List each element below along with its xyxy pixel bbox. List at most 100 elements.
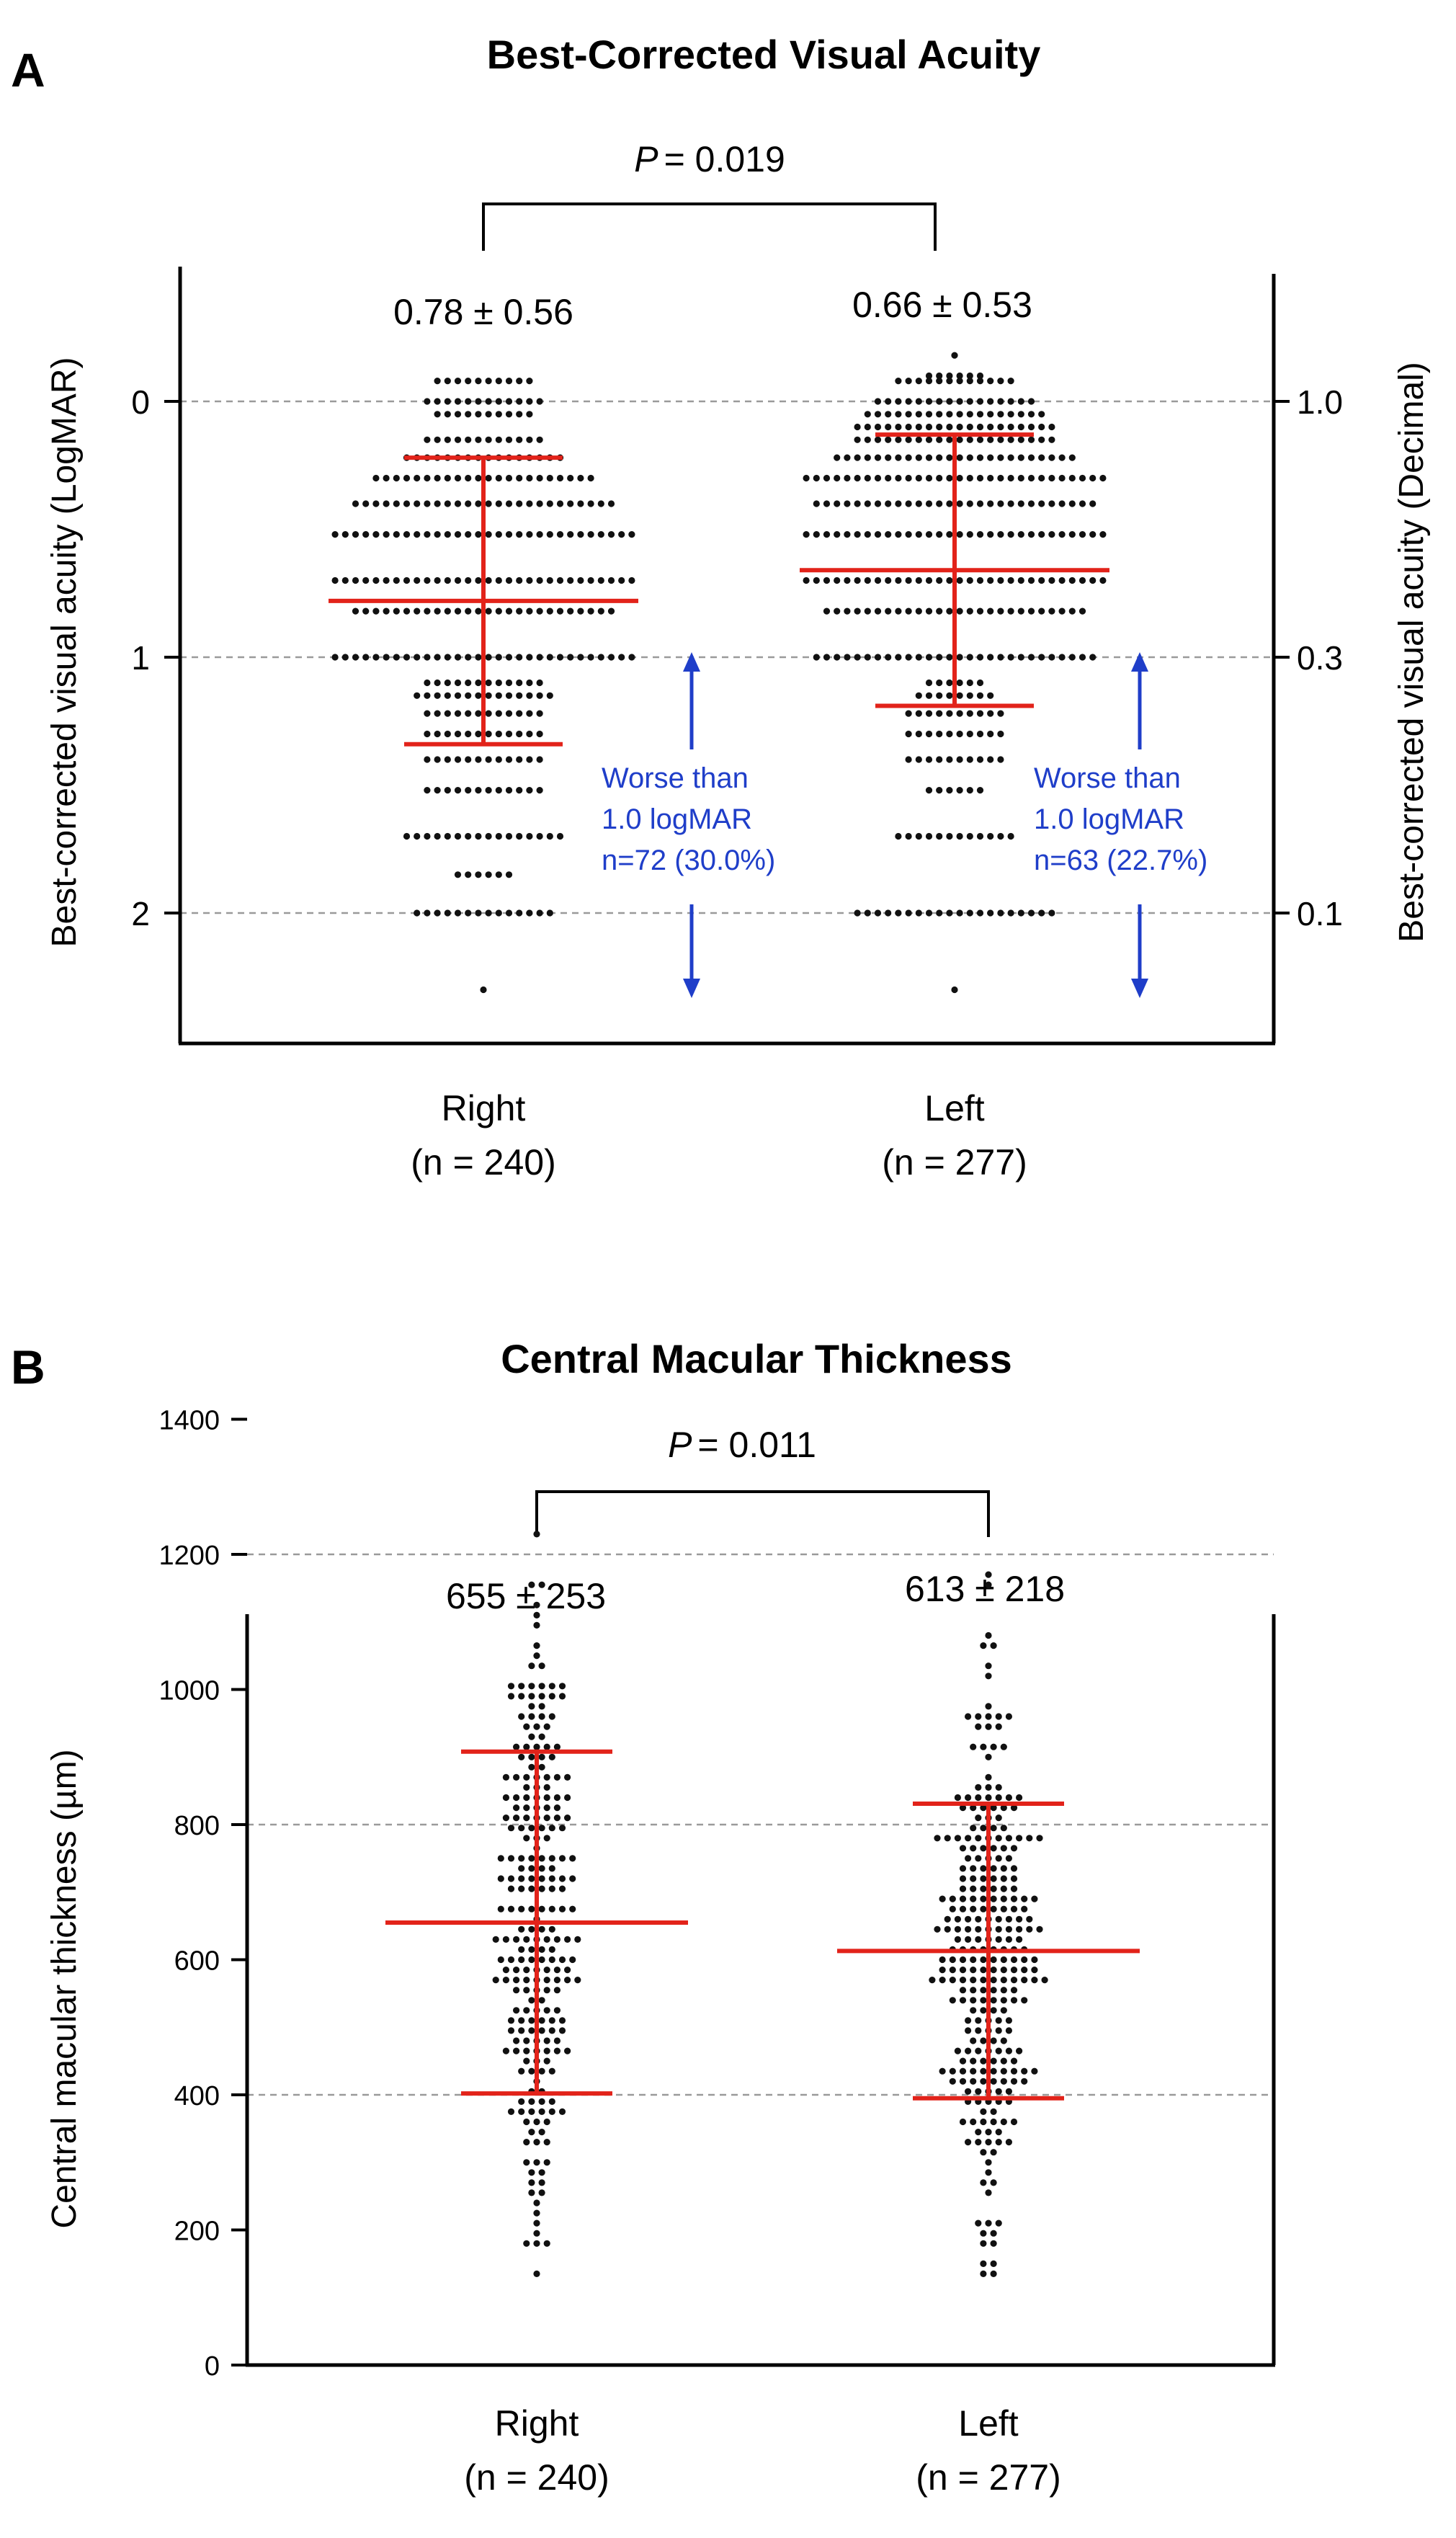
data-point: [965, 1835, 972, 1842]
panel-a-error-bars: [329, 432, 1109, 747]
data-point: [507, 1956, 515, 1964]
data-point: [1005, 1713, 1012, 1720]
data-point: [1021, 1997, 1028, 2004]
panel-b-y-label: Central macular thickness (µm): [45, 1749, 84, 2228]
data-point: [543, 2037, 550, 2044]
data-point: [516, 436, 523, 443]
data-point: [970, 1956, 977, 1964]
data-point: [995, 1925, 1002, 1933]
data-point: [548, 1825, 555, 1832]
data-point: [925, 576, 933, 584]
data-point: [976, 411, 984, 418]
data-point: [966, 607, 973, 615]
data-point: [854, 531, 861, 538]
data-point: [538, 2108, 545, 2115]
data-point: [936, 500, 943, 507]
data-point: [556, 576, 564, 584]
data-point: [587, 500, 594, 507]
data-point: [980, 2007, 987, 2014]
data-point: [985, 1673, 992, 1680]
data-point: [976, 436, 984, 443]
y-tick-label: 0: [205, 2351, 220, 2382]
data-point: [946, 372, 953, 380]
data-point: [414, 474, 421, 482]
data-point: [528, 2017, 535, 2024]
data-point: [975, 2017, 982, 2024]
data-point: [465, 710, 472, 717]
panel-b-x-n-right: (n = 240): [464, 2457, 609, 2498]
data-point: [480, 986, 487, 994]
data-point: [553, 1815, 561, 1822]
data-point: [362, 654, 370, 661]
data-point: [516, 474, 523, 482]
data-point: [523, 2047, 530, 2054]
data-point: [987, 710, 994, 717]
data-point: [813, 531, 820, 538]
data-point: [414, 654, 421, 661]
data-point: [475, 787, 482, 794]
data-point: [1068, 454, 1076, 461]
data-point: [980, 2037, 987, 2044]
data-point: [492, 1936, 499, 1943]
data-point: [959, 1977, 967, 1984]
data-point: [885, 531, 892, 538]
data-point: [1068, 607, 1076, 615]
data-point: [1000, 1885, 1007, 1892]
data-point: [934, 1835, 941, 1842]
data-point: [925, 500, 933, 507]
data-point: [444, 436, 451, 443]
data-point: [990, 1825, 997, 1832]
data-point: [895, 398, 902, 405]
y-tick-label: 600: [174, 1946, 220, 1977]
data-point: [528, 1956, 535, 1964]
up-arrow-icon: [683, 652, 700, 672]
data-point: [1000, 1987, 1007, 1994]
data-point: [444, 531, 451, 538]
data-point: [548, 1865, 555, 1872]
data-point: [1026, 1915, 1033, 1923]
data-point: [548, 1905, 555, 1913]
data-point: [526, 730, 533, 738]
data-point: [990, 2078, 997, 2085]
data-point: [1007, 531, 1014, 538]
data-point: [1027, 454, 1035, 461]
data-point: [1016, 1925, 1023, 1933]
data-point: [546, 531, 553, 538]
data-point: [987, 500, 994, 507]
data-point: [959, 1845, 967, 1852]
data-point: [1007, 398, 1014, 405]
data-point: [990, 2240, 997, 2247]
data-point: [454, 679, 462, 687]
data-point: [505, 576, 513, 584]
data-point: [414, 576, 421, 584]
data-point: [990, 1905, 997, 1913]
data-point: [975, 1855, 982, 1862]
data-point: [905, 411, 912, 418]
data-point: [1027, 576, 1035, 584]
data-point: [607, 500, 615, 507]
data-point: [965, 2088, 972, 2095]
data-point: [959, 2078, 967, 2085]
data-point: [854, 500, 861, 507]
data-point: [538, 1683, 545, 1690]
data-point: [966, 832, 973, 840]
data-point: [533, 2159, 540, 2166]
data-point: [959, 2067, 967, 2075]
data-point: [925, 398, 933, 405]
data-point: [518, 1925, 525, 1933]
data-point: [495, 832, 502, 840]
data-point: [1027, 500, 1035, 507]
data-point: [597, 607, 604, 615]
data-point: [403, 654, 411, 661]
data-point: [966, 787, 973, 794]
data-point: [834, 607, 841, 615]
data-point: [543, 1743, 550, 1750]
data-point: [925, 436, 933, 443]
panel-a: A Best-Corrected Visual Acuity P = 0.019 …: [11, 32, 1431, 1183]
data-point: [987, 692, 994, 699]
data-point: [939, 1956, 946, 1964]
data-point: [538, 1855, 545, 1862]
data-point: [823, 607, 831, 615]
data-point: [915, 832, 922, 840]
data-point: [995, 1815, 1002, 1822]
